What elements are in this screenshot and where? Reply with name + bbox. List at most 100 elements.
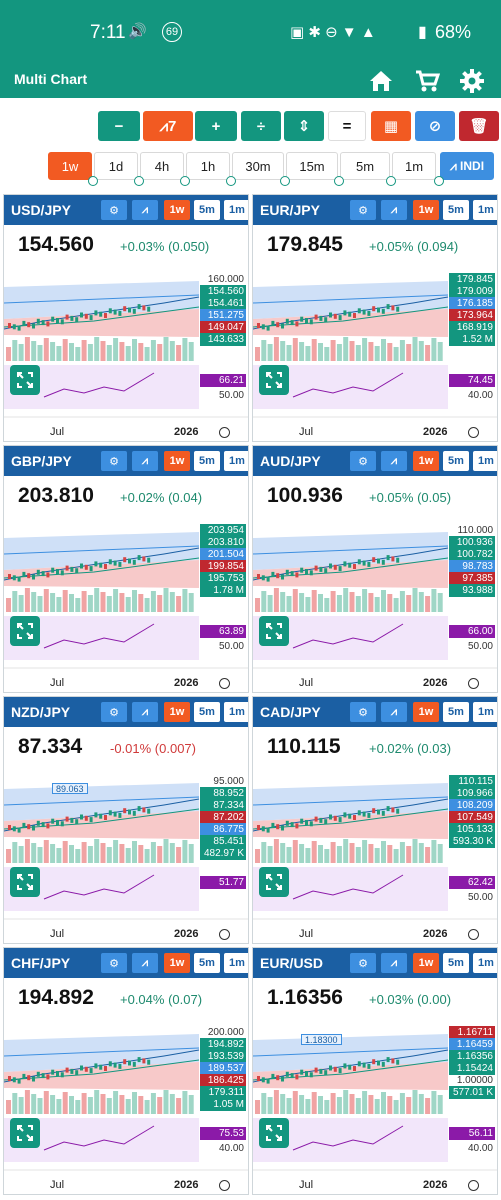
volume-bar (94, 1090, 100, 1114)
symbol-name[interactable]: NZD/JPY (11, 704, 71, 720)
interval-1w-button[interactable]: 1w (164, 953, 190, 973)
panel-chart-type-button[interactable]: ⩘ (132, 953, 158, 973)
candle (309, 570, 313, 576)
axis-settings-icon[interactable] (468, 1180, 479, 1191)
delete-button[interactable]: 🗑 (459, 111, 499, 141)
interval-5m-button[interactable]: 5m (194, 200, 220, 220)
timeframe-15m[interactable]: 15m (286, 152, 338, 180)
axis-price-label: 110.115 (449, 775, 495, 788)
panel-settings-button[interactable]: ⚙ (350, 200, 376, 220)
timeframe-30m[interactable]: 30m (232, 152, 284, 180)
axis-settings-icon[interactable] (468, 929, 479, 940)
panel-chart-type-button[interactable]: ⩘ (381, 702, 407, 722)
panel-settings-button[interactable]: ⚙ (350, 702, 376, 722)
panel-chart-type-button[interactable]: ⩘ (381, 451, 407, 471)
timeframe-1m[interactable]: 1m (392, 152, 436, 180)
interval-1m-button[interactable]: 1m (224, 451, 248, 471)
zoom-in-button[interactable]: + (195, 111, 237, 141)
axis-price-label: 110.000 (457, 525, 493, 536)
interval-1m-button[interactable]: 1m (473, 451, 497, 471)
interval-1m-button[interactable]: 1m (224, 953, 248, 973)
home-icon[interactable] (368, 68, 394, 94)
timeframe-1w[interactable]: 1w (48, 152, 92, 180)
volume-bar (273, 839, 279, 863)
interval-5m-button[interactable]: 5m (443, 451, 469, 471)
fullscreen-button[interactable] (259, 867, 289, 897)
interval-5m-button[interactable]: 5m (194, 953, 220, 973)
lower-band (4, 309, 199, 337)
timeframe-1d[interactable]: 1d (94, 152, 138, 180)
panel-chart-type-button[interactable]: ⩘ (132, 451, 158, 471)
interval-1w-button[interactable]: 1w (413, 451, 439, 471)
interval-5m-button[interactable]: 5m (194, 702, 220, 722)
panel-chart-type-button[interactable]: ⩘ (132, 200, 158, 220)
symbol-name[interactable]: USD/JPY (11, 202, 71, 218)
interval-1m-button[interactable]: 1m (473, 200, 497, 220)
candle (333, 564, 337, 570)
panel-settings-button[interactable]: ⚙ (101, 702, 127, 722)
symbol-name[interactable]: EUR/USD (260, 955, 324, 971)
interval-5m-button[interactable]: 5m (443, 953, 469, 973)
candle (314, 314, 318, 320)
interval-1m-button[interactable]: 1m (473, 953, 497, 973)
axis-settings-icon[interactable] (219, 427, 230, 438)
fullscreen-button[interactable] (10, 365, 40, 395)
interval-1w-button[interactable]: 1w (164, 451, 190, 471)
axis-settings-icon[interactable] (219, 1180, 230, 1191)
axis-settings-icon[interactable] (468, 427, 479, 438)
axis-settings-icon[interactable] (219, 678, 230, 689)
timeframe-4h[interactable]: 4h (140, 152, 184, 180)
interval-1m-button[interactable]: 1m (224, 702, 248, 722)
panel-chart-type-button[interactable]: ⩘ (132, 702, 158, 722)
panel-settings-button[interactable]: ⚙ (350, 953, 376, 973)
interval-1m-button[interactable]: 1m (224, 200, 248, 220)
symbol-name[interactable]: AUD/JPY (260, 453, 321, 469)
interval-1w-button[interactable]: 1w (413, 200, 439, 220)
divider-anchor-icon (226, 176, 236, 186)
volume-bar (336, 595, 342, 612)
divide-button[interactable]: ÷ (241, 111, 281, 141)
panel-chart-type-button[interactable]: ⩘ (381, 953, 407, 973)
fullscreen-button[interactable] (259, 365, 289, 395)
panel-settings-button[interactable]: ⚙ (350, 451, 376, 471)
indi-button[interactable]: ⩘ INDI (440, 152, 494, 180)
panel-settings-button[interactable]: ⚙ (101, 451, 127, 471)
interval-1w-button[interactable]: 1w (164, 200, 190, 220)
interval-5m-button[interactable]: 5m (443, 702, 469, 722)
fullscreen-button[interactable] (259, 1118, 289, 1148)
timeframe-1h[interactable]: 1h (186, 152, 230, 180)
fit-button[interactable]: ⇕ (284, 111, 324, 141)
symbol-name[interactable]: EUR/JPY (260, 202, 320, 218)
interval-1w-button[interactable]: 1w (413, 953, 439, 973)
panel-settings-button[interactable]: ⚙ (101, 953, 127, 973)
fullscreen-button[interactable] (10, 1118, 40, 1148)
interval-1w-button[interactable]: 1w (164, 702, 190, 722)
divider-anchor-icon (180, 176, 190, 186)
fullscreen-button[interactable] (259, 616, 289, 646)
axis-settings-icon[interactable] (468, 678, 479, 689)
volume-bar (406, 846, 412, 863)
interval-5m-button[interactable]: 5m (443, 200, 469, 220)
axis-settings-icon[interactable] (219, 929, 230, 940)
fullscreen-button[interactable] (10, 867, 40, 897)
grid-button[interactable]: ▦ (371, 111, 411, 141)
interval-1m-button[interactable]: 1m (473, 702, 497, 722)
timeframe-5m[interactable]: 5m (340, 152, 390, 180)
cart-icon[interactable] (414, 68, 440, 94)
pin-button[interactable]: ⊘ (415, 111, 455, 141)
symbol-name[interactable]: CAD/JPY (260, 704, 321, 720)
interval-5m-button[interactable]: 5m (194, 451, 220, 471)
volume-bar (125, 1099, 131, 1114)
chart-count-button[interactable]: ⩘7 (143, 111, 193, 141)
panel-chart-type-button[interactable]: ⩘ (381, 200, 407, 220)
symbol-name[interactable]: GBP/JPY (11, 453, 72, 469)
zoom-out-button[interactable]: − (98, 111, 140, 141)
fullscreen-button[interactable] (10, 616, 40, 646)
interval-1w-button[interactable]: 1w (413, 702, 439, 722)
symbol-name[interactable]: CHF/JPY (11, 955, 71, 971)
candle (70, 817, 74, 823)
candle (386, 304, 390, 310)
gear-icon[interactable] (459, 68, 485, 94)
panel-settings-button[interactable]: ⚙ (101, 200, 127, 220)
equal-button[interactable]: = (328, 111, 366, 141)
